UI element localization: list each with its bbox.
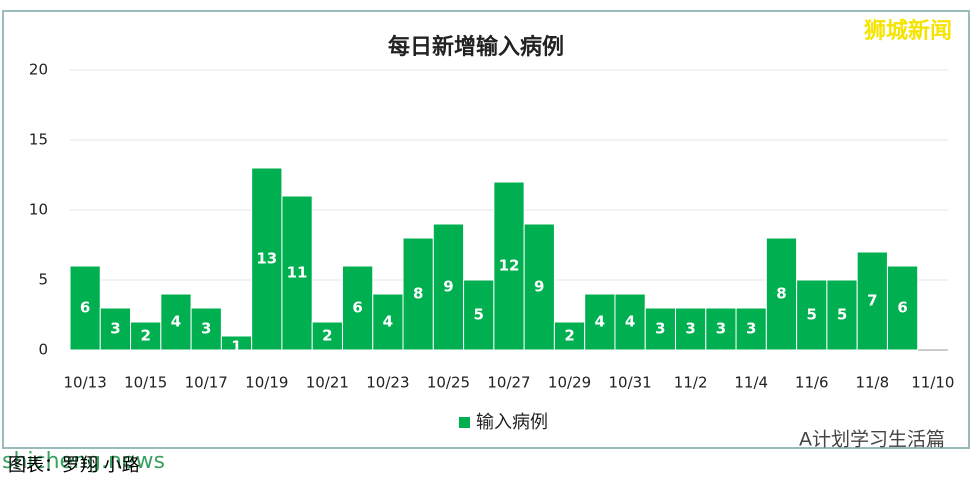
data-label: 11 xyxy=(287,264,308,282)
bar xyxy=(493,181,525,351)
bar xyxy=(705,307,737,351)
data-label: 9 xyxy=(443,278,453,296)
data-label: 5 xyxy=(807,306,817,324)
legend-swatch xyxy=(459,417,470,428)
x-tick-label: 11/2 xyxy=(674,374,708,392)
bar xyxy=(281,195,313,351)
y-tick-label: 10 xyxy=(29,201,48,219)
data-label: 4 xyxy=(595,313,605,331)
data-label: 3 xyxy=(746,320,756,338)
x-tick-label: 10/15 xyxy=(124,374,167,392)
data-label: 2 xyxy=(140,327,150,345)
bar xyxy=(735,307,767,351)
legend-label: 输入病例 xyxy=(476,412,548,433)
x-tick-label: 10/13 xyxy=(64,374,107,392)
data-label: 2 xyxy=(322,327,332,345)
x-tick-label: 10/31 xyxy=(608,374,651,392)
bar xyxy=(402,237,434,351)
data-label: 3 xyxy=(110,320,120,338)
data-label: 7 xyxy=(867,292,877,310)
watermark: A计划学习生活篇 xyxy=(799,429,945,451)
bar xyxy=(190,307,222,351)
x-tick-label: 11/6 xyxy=(795,374,829,392)
data-label: 3 xyxy=(716,320,726,338)
bar xyxy=(886,265,919,351)
watermark: 狮城新闻 xyxy=(864,18,952,44)
data-label: 12 xyxy=(499,257,520,275)
bar xyxy=(553,321,586,351)
bar xyxy=(251,167,283,351)
bar xyxy=(432,223,465,351)
data-label: 4 xyxy=(383,313,393,331)
data-label: 4 xyxy=(171,313,181,331)
bar xyxy=(584,293,616,351)
caption: 图表：罗翔 小路 xyxy=(8,455,140,476)
bar xyxy=(523,223,555,351)
data-label: 13 xyxy=(256,250,277,268)
data-label: 5 xyxy=(837,306,847,324)
x-tick-label: 10/27 xyxy=(487,374,530,392)
data-label: 9 xyxy=(534,278,544,296)
data-label: 8 xyxy=(776,285,786,303)
x-tick-label: 10/21 xyxy=(306,374,349,392)
data-label: 2 xyxy=(564,327,574,345)
y-tick-label: 5 xyxy=(38,271,48,289)
bar xyxy=(856,251,888,351)
watermark: shicheng.news xyxy=(2,449,165,474)
bar xyxy=(311,321,343,351)
bar xyxy=(826,279,858,351)
data-label: 8 xyxy=(413,285,423,303)
bar xyxy=(372,293,404,351)
bar xyxy=(614,293,646,351)
x-tick-label: 11/4 xyxy=(734,374,768,392)
x-tick-label: 10/25 xyxy=(427,374,470,392)
bar xyxy=(69,265,101,351)
chart-frame xyxy=(2,10,970,449)
x-tick-label: 10/29 xyxy=(548,374,591,392)
y-tick-label: 15 xyxy=(29,131,48,149)
bar xyxy=(765,237,798,351)
x-tick-label: 10/17 xyxy=(185,374,228,392)
x-tick-label: 10/19 xyxy=(245,374,288,392)
bar xyxy=(463,279,495,351)
y-tick-label: 0 xyxy=(38,341,48,359)
x-tick-label: 10/23 xyxy=(366,374,409,392)
chart-title: 每日新增输入病例 xyxy=(388,34,564,60)
data-label: 5 xyxy=(474,306,484,324)
x-tick-label: 11/10 xyxy=(911,374,954,392)
data-label: 3 xyxy=(655,320,665,338)
data-label: 3 xyxy=(685,320,695,338)
data-label: 3 xyxy=(201,320,211,338)
y-tick-label: 20 xyxy=(29,61,48,79)
data-label: 6 xyxy=(897,299,907,317)
bar xyxy=(341,265,374,351)
data-label: 4 xyxy=(625,313,635,331)
bar xyxy=(796,279,828,351)
data-label: 6 xyxy=(352,299,362,317)
bar xyxy=(675,307,707,351)
x-tick-label: 11/8 xyxy=(855,374,889,392)
data-label: 1 xyxy=(231,338,241,356)
bar xyxy=(644,307,677,351)
data-label: 6 xyxy=(80,299,90,317)
